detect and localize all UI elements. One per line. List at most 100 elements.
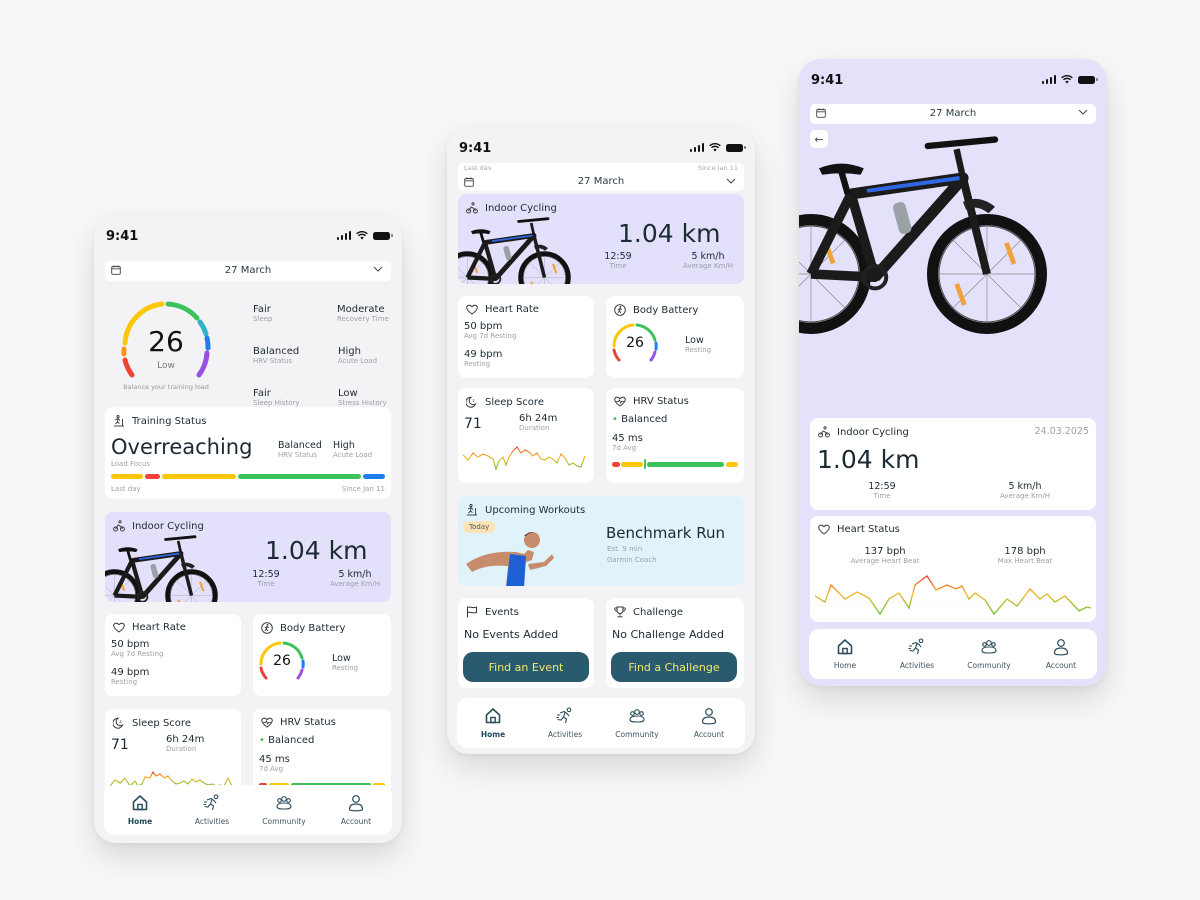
find-challenge-button[interactable]: Find a Challenge	[611, 652, 737, 682]
workout-coach: Garmin Coach	[607, 556, 657, 564]
card-title: Sleep Score	[132, 717, 191, 729]
challenge-card: Challenge No Challenge Added Find a Chal…	[606, 598, 744, 688]
body-battery-card[interactable]: Body Battery 26 Low Resting	[606, 296, 744, 378]
bottom-nav: Home Activities Community Account	[457, 698, 745, 748]
nav-community[interactable]: Community	[954, 638, 1024, 670]
nav-community[interactable]: Community	[249, 794, 319, 826]
card-title: Body Battery	[633, 304, 699, 316]
training-status-value: Overreaching	[111, 435, 253, 459]
status-bar-segment	[111, 474, 143, 479]
metric-sleep: Fair Sleep	[253, 304, 273, 323]
card-title: Body Battery	[280, 622, 346, 634]
home-icon	[131, 794, 149, 812]
body-battery-icon	[261, 622, 273, 634]
workout-duration: Est. 9 min	[607, 545, 643, 553]
card-title: Heart Rate	[132, 622, 186, 633]
speed-stat: 5 km/h Average Km/H	[682, 251, 733, 270]
bike-hero-image	[799, 129, 1059, 339]
treadmill-icon	[113, 415, 125, 427]
distance-value: 1.04 km	[265, 536, 368, 565]
nav-home[interactable]: Home	[810, 638, 880, 670]
phone-home-dashboard: 9:41 27 March 26 Low Balance your traini…	[94, 215, 402, 843]
nav-account[interactable]: Account	[321, 794, 391, 826]
body-battery-status: Low Resting	[332, 653, 359, 672]
timeline-end-label: Since Jan 11	[341, 485, 385, 493]
home-icon	[484, 707, 502, 725]
status-bar-segment	[162, 474, 236, 479]
timeline-start-label: Last day	[111, 485, 141, 493]
gauge-caption: Balance your training load	[123, 383, 209, 391]
back-button[interactable]: ←	[810, 130, 828, 148]
sleep-score-value: 71	[111, 737, 129, 753]
average-heart-beat: 137 bph Average Heart Beat	[850, 546, 920, 565]
date-selector[interactable]: Last day Since Jan 11 27 March	[458, 163, 744, 191]
community-icon	[980, 638, 998, 656]
nav-activities[interactable]: Activities	[882, 638, 952, 670]
hrv-status-card[interactable]: HRV Status • Balanced 45 ms 7d Avg	[606, 388, 744, 483]
sleep-chart	[110, 770, 233, 787]
date-selector[interactable]: 27 March	[105, 261, 391, 281]
nav-home[interactable]: Home	[105, 794, 175, 826]
signal-icon	[689, 143, 704, 152]
status-bar-segment	[145, 474, 160, 479]
bike-image	[105, 532, 223, 602]
date-selector[interactable]: 27 March	[810, 104, 1096, 124]
indoor-cycling-detail-card: Indoor Cycling 24.03.2025 1.04 km 12:59 T…	[810, 418, 1096, 510]
indoor-cycling-card[interactable]: Indoor Cycling 1.04 km 12:59 Time 5 km/h A…	[105, 512, 391, 602]
running-icon	[203, 794, 221, 812]
chevron-down-icon[interactable]	[373, 266, 383, 272]
nav-account[interactable]: Account	[674, 707, 744, 739]
sleep-score-card[interactable]: Sleep Score 71 6h 24m Duration	[105, 709, 241, 799]
card-title: Events	[485, 606, 519, 618]
nav-community[interactable]: Community	[602, 707, 672, 739]
hrv-bar-segment	[612, 462, 620, 467]
chevron-down-icon[interactable]	[726, 178, 736, 184]
wifi-icon	[356, 231, 368, 240]
events-empty-text: No Events Added	[464, 628, 559, 641]
find-event-button[interactable]: Find an Event	[463, 652, 589, 682]
training-status-card[interactable]: Training Status Overreaching Load Focus …	[105, 407, 391, 499]
battery-icon	[1078, 75, 1098, 84]
status-bar: 9:41	[94, 215, 402, 255]
nav-activities[interactable]: Activities	[177, 794, 247, 826]
heart-rate-card[interactable]: Heart Rate 50 bpm Avg 7d Resting 49 bpm Re…	[105, 614, 241, 696]
body-battery-card[interactable]: Body Battery 26 Low Resting	[253, 614, 391, 696]
sleep-score-card[interactable]: Sleep Score 71 6h 24m Duration	[458, 388, 594, 483]
speed-stat: 5 km/h Average Km/H	[329, 569, 380, 588]
distance-value: 1.04 km	[618, 219, 721, 248]
card-title: Sleep Score	[485, 396, 544, 408]
heart-status-card: Heart Status 137 bph Average Heart Beat 1…	[810, 516, 1096, 622]
card-title: Heart Status	[837, 524, 900, 535]
heart-rate-card[interactable]: Heart Rate 50 bpm Avg 7d Resting 49 bpm Re…	[458, 296, 594, 378]
card-title: Challenge	[633, 606, 683, 618]
activity-date: 24.03.2025	[1034, 426, 1089, 437]
status-time: 9:41	[106, 229, 139, 244]
nav-home[interactable]: Home	[458, 707, 528, 739]
date-label: 27 March	[929, 108, 977, 119]
body-battery-gauge	[612, 323, 658, 362]
training-load-gauge	[121, 301, 211, 378]
sleep-duration: 6h 24m Duration	[166, 734, 205, 753]
chevron-down-icon[interactable]	[1078, 109, 1088, 115]
body-battery-value: 26	[626, 335, 644, 351]
distance-value: 1.04 km	[817, 445, 920, 474]
hrv-bar-segment	[726, 462, 738, 467]
cycling-icon	[818, 426, 830, 438]
nav-activities[interactable]: Activities	[530, 707, 600, 739]
nav-account[interactable]: Account	[1026, 638, 1096, 670]
upcoming-workouts-card[interactable]: Upcoming Workouts Today Benchmark Run Es…	[458, 496, 744, 586]
acute-load-mini: High Acute Load	[333, 440, 373, 459]
metric-hrv-status: Balanced HRV Status	[253, 346, 300, 365]
cycling-icon	[466, 202, 478, 214]
hrv-marker	[644, 459, 646, 469]
trophy-icon	[614, 606, 626, 618]
runner-image	[466, 532, 554, 586]
challenge-empty-text: No Challenge Added	[612, 628, 724, 641]
indoor-cycling-card[interactable]: Indoor Cycling 1.04 km 12:59 Time 5 km/h A…	[458, 194, 744, 284]
account-icon	[700, 707, 718, 725]
metric-stress-history: Low Stress History	[338, 388, 387, 407]
sleep-icon	[113, 717, 125, 729]
community-icon	[275, 794, 293, 812]
status-bar-segment	[363, 474, 385, 479]
wifi-icon	[709, 143, 721, 152]
